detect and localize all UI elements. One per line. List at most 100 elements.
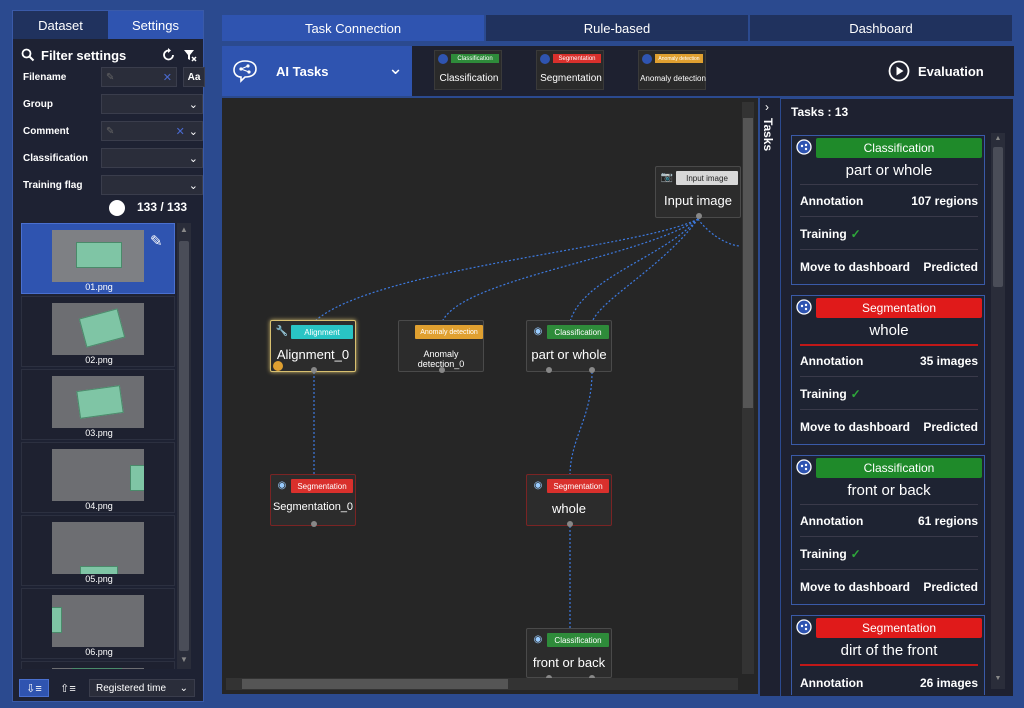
clear-icon[interactable]: ✕ (162, 71, 172, 84)
task-title: part or whole (845, 162, 933, 179)
move-dashboard-row: Move to dashboard Predicted (800, 580, 978, 594)
play-icon (888, 60, 910, 82)
slider-handle[interactable] (109, 200, 125, 216)
filename-input[interactable]: ✎ ✕ (101, 67, 177, 87)
annotation-row: Annotation 35 images (800, 354, 978, 368)
node-badge: Alignment (291, 325, 353, 339)
classification-select[interactable]: ⌄ (101, 148, 203, 168)
thumbnail-list: ✎ 01.png 02.png 03.png 04.png 05.png 06.… (21, 223, 175, 669)
task-card[interactable]: Segmentation dirt of the front Annotatio… (791, 615, 985, 695)
thumbnail-item[interactable]: ✎ 01.png (21, 223, 175, 294)
tasks-side-tab[interactable]: › Tasks (760, 98, 780, 696)
scroll-thumb[interactable] (179, 241, 189, 651)
filter-label-filename: Filename (23, 71, 67, 83)
brain-icon (796, 299, 812, 315)
thumbnail-image (52, 376, 144, 428)
annotation-row: Annotation 107 regions (800, 194, 978, 208)
output-port[interactable] (589, 367, 595, 373)
output-port[interactable] (311, 521, 317, 527)
chevron-down-icon: ⌄ (188, 98, 198, 111)
task-card[interactable]: Classification front or back Annotation 6… (791, 455, 985, 605)
thumbnail-label: 05.png (85, 574, 113, 584)
thumbnail-item[interactable]: 03.png (21, 369, 175, 440)
node-front-or-back[interactable]: ◉ Classification front or back (526, 628, 612, 681)
node-anomaly-detection[interactable]: Anomaly detection Anomaly detection_0 (398, 320, 484, 373)
sort-asc-button[interactable]: ⇧≡ (53, 679, 83, 697)
node-segmentation-0[interactable]: ◉ Segmentation Segmentation_0 (270, 474, 356, 527)
training-row: Training ✓ (800, 547, 861, 561)
wrench-icon: 🔧 (275, 325, 289, 337)
thumbnail-item[interactable]: 05.png (21, 515, 175, 586)
node-alignment[interactable]: 🔧 Alignment Alignment_0 (270, 320, 356, 373)
brain-icon (540, 54, 550, 64)
output-port[interactable] (311, 367, 317, 373)
scroll-down-icon[interactable]: ▼ (180, 655, 188, 664)
canvas-vscrollbar[interactable] (742, 102, 754, 674)
filter-row-filename: Filename ✎ ✕ Aa (23, 67, 205, 87)
thumbnail-image (52, 522, 144, 574)
pencil-icon: ✎ (106, 71, 115, 83)
filter-row-comment: Comment ✎ ✕ ⌄ (23, 121, 203, 141)
chevron-down-icon: ⌄ (388, 58, 404, 78)
node-input-image[interactable]: 📷 Input image Input image (655, 166, 741, 219)
reset-icon[interactable] (162, 48, 176, 62)
node-whole[interactable]: ◉ Segmentation whole (526, 474, 612, 527)
comment-input[interactable]: ✎ ✕ ⌄ (101, 121, 203, 141)
output-port[interactable] (567, 521, 573, 527)
tab-dataset[interactable]: Dataset (13, 11, 108, 39)
brain-icon: ◉ (533, 325, 543, 337)
evaluation-button[interactable]: Evaluation (888, 58, 998, 84)
clear-filter-icon[interactable] (183, 48, 197, 62)
scroll-down-icon[interactable]: ▼ (994, 675, 1002, 682)
thumbnail-item[interactable] (21, 661, 175, 669)
node-part-or-whole[interactable]: ◉ Classification part or whole (526, 320, 612, 373)
tasks-side-label: Tasks (761, 118, 775, 152)
edit-icon[interactable]: ✎ (150, 233, 163, 250)
palette-anomaly-detection[interactable]: Anomaly detection Anomaly detection (638, 50, 706, 90)
brain-network-icon (233, 60, 257, 83)
move-dashboard-row: Move to dashboard Predicted (800, 420, 978, 434)
node-badge: Anomaly detection (415, 325, 483, 339)
scroll-thumb[interactable] (993, 147, 1003, 287)
task-card[interactable]: Segmentation whole Annotation 35 images T… (791, 295, 985, 445)
brain-icon (642, 54, 652, 64)
thumbnail-item[interactable]: 02.png (21, 296, 175, 367)
thumbnail-label: 02.png (85, 355, 113, 365)
sort-desc-button[interactable]: ⇩≡ (19, 679, 49, 697)
case-sensitive-button[interactable]: Aa (183, 67, 205, 87)
thumbnail-scrollbar[interactable]: ▲ ▼ (177, 223, 191, 669)
filter-row-training-flag: Training flag ⌄ (23, 175, 203, 195)
thumbnail-item[interactable]: 06.png (21, 588, 175, 659)
scroll-up-icon[interactable]: ▲ (180, 225, 188, 234)
move-dashboard-row: Move to dashboard Predicted (800, 260, 978, 274)
image-count: 133 / 133 (137, 200, 188, 214)
task-card[interactable]: Classification part or whole Annotation 1… (791, 135, 985, 285)
thumbnail-item[interactable]: 04.png (21, 442, 175, 513)
palette-badge: Segmentation (553, 54, 601, 63)
task-canvas[interactable]: 📷 Input image Input image 🔧 Alignment Al… (222, 98, 758, 694)
tab-settings[interactable]: Settings (108, 11, 203, 39)
node-title: Alignment_0 (276, 347, 350, 362)
canvas-hscrollbar[interactable] (226, 678, 738, 690)
output-port[interactable] (546, 367, 552, 373)
tasks-scrollbar[interactable]: ▲ ▼ (991, 133, 1005, 689)
left-panel: Dataset Settings Filter settings Filenam… (12, 10, 205, 702)
scroll-thumb[interactable] (743, 118, 753, 408)
scroll-thumb[interactable] (242, 679, 508, 689)
tasks-count: Tasks : 13 (791, 105, 849, 119)
node-badge: Classification (547, 325, 609, 339)
scroll-up-icon[interactable]: ▲ (994, 135, 1002, 142)
tab-task-connection[interactable]: Task Connection (222, 15, 484, 41)
annotation-row: Annotation 61 regions (800, 514, 978, 528)
palette-segmentation[interactable]: Segmentation Segmentation (536, 50, 604, 90)
output-port[interactable] (696, 213, 702, 219)
clear-icon[interactable]: ✕ (175, 125, 185, 138)
output-port[interactable] (439, 367, 445, 373)
training-flag-select[interactable]: ⌄ (101, 175, 203, 195)
ai-tasks-dropdown[interactable]: AI Tasks ⌄ (222, 46, 412, 96)
tab-dashboard[interactable]: Dashboard (750, 15, 1012, 41)
sort-select[interactable]: Registered time ⌄ (89, 679, 195, 697)
palette-classification[interactable]: Classification Classification (434, 50, 502, 90)
group-select[interactable]: ⌄ (101, 94, 203, 114)
tab-rule-based[interactable]: Rule-based (486, 15, 748, 41)
